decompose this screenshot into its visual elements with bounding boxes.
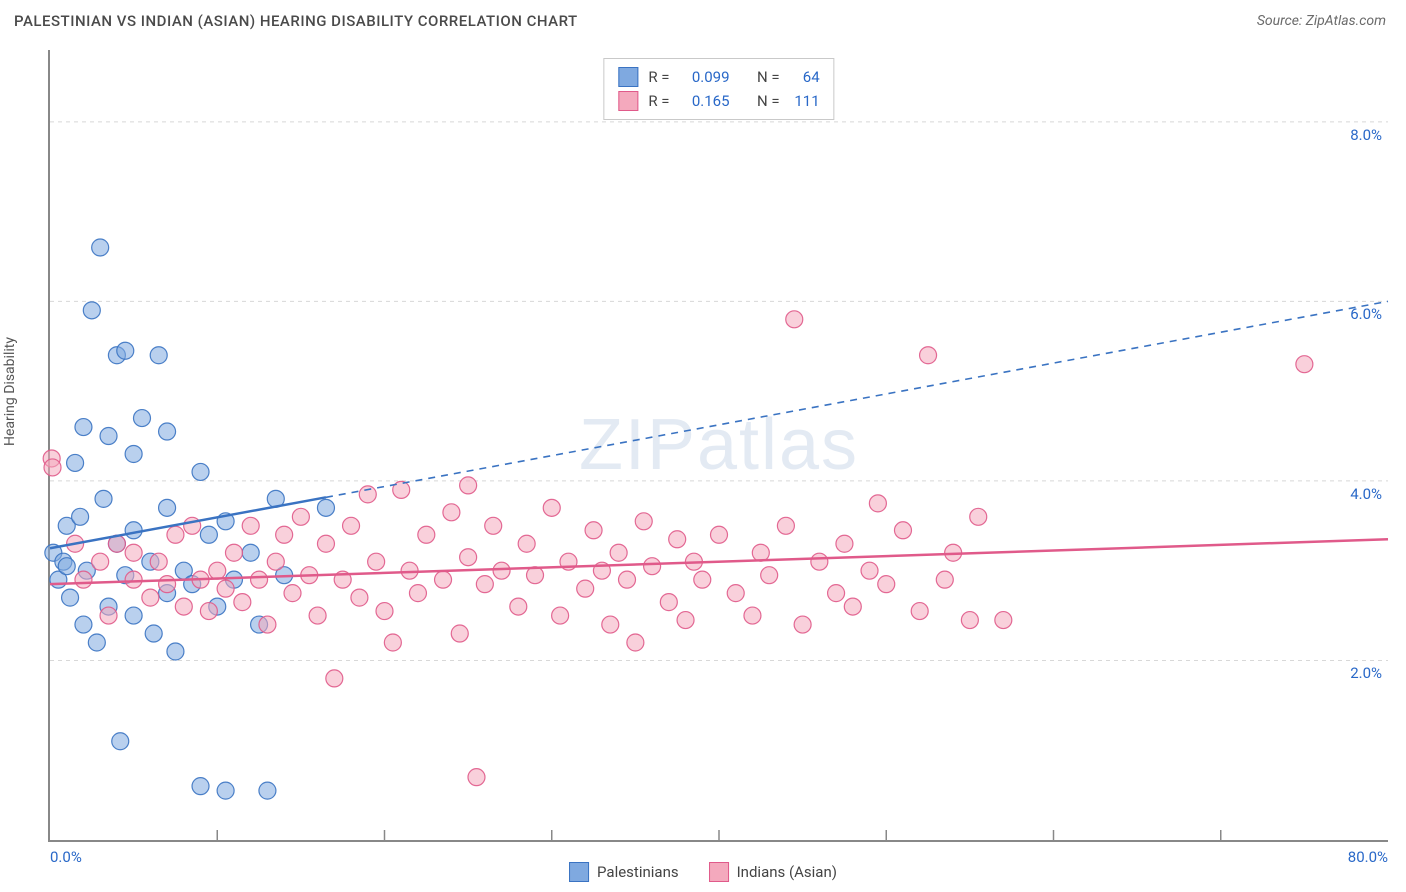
x-tick-max: 80.0%	[1348, 848, 1388, 866]
n-label: N =	[757, 65, 780, 89]
legend-swatch-icon	[569, 862, 589, 882]
n-value: 111	[790, 89, 820, 113]
chart-header: PALESTINIAN VS INDIAN (ASIAN) HEARING DI…	[0, 0, 1406, 42]
y-tick-label: 2.0%	[1350, 664, 1382, 682]
correlation-legend-row: R = 0.099 N = 64	[618, 65, 819, 89]
legend-swatch-icon	[709, 862, 729, 882]
r-value: 0.099	[680, 65, 730, 89]
n-value: 64	[790, 65, 820, 89]
series-legend-item: Indians (Asian)	[709, 862, 837, 882]
chart-title: PALESTINIAN VS INDIAN (ASIAN) HEARING DI…	[14, 12, 578, 30]
legend-swatch-icon	[618, 67, 638, 87]
chart-container: ZIPatlas R =0.099 N =64R =0.165 N =111 2…	[48, 50, 1388, 842]
series-legend-label: Indians (Asian)	[737, 863, 837, 881]
scatter-plot-svg	[50, 50, 1388, 840]
r-value: 0.165	[680, 89, 730, 113]
series-legend-item: Palestinians	[569, 862, 679, 882]
correlation-legend-row: R = 0.165 N = 111	[618, 89, 819, 113]
x-tick-min: 0.0%	[50, 848, 82, 866]
y-tick-label: 8.0%	[1350, 126, 1382, 144]
y-tick-label: 4.0%	[1350, 485, 1382, 503]
correlation-legend: R = 0.099 N = 64 R = 0.165 N = 111	[603, 58, 834, 120]
plot-area: ZIPatlas R =0.099 N =64R =0.165 N =111 2…	[48, 50, 1388, 842]
legend-swatch-icon	[618, 91, 638, 111]
y-tick-label: 6.0%	[1350, 305, 1382, 323]
r-label: R =	[648, 65, 669, 89]
chart-source: Source: ZipAtlas.com	[1257, 13, 1386, 29]
series-legend-label: Palestinians	[597, 863, 679, 881]
n-label: N =	[757, 89, 780, 113]
series-legend: Palestinians Indians (Asian)	[569, 862, 837, 882]
y-axis-label: Hearing Disability	[2, 337, 18, 446]
r-label: R =	[648, 89, 669, 113]
